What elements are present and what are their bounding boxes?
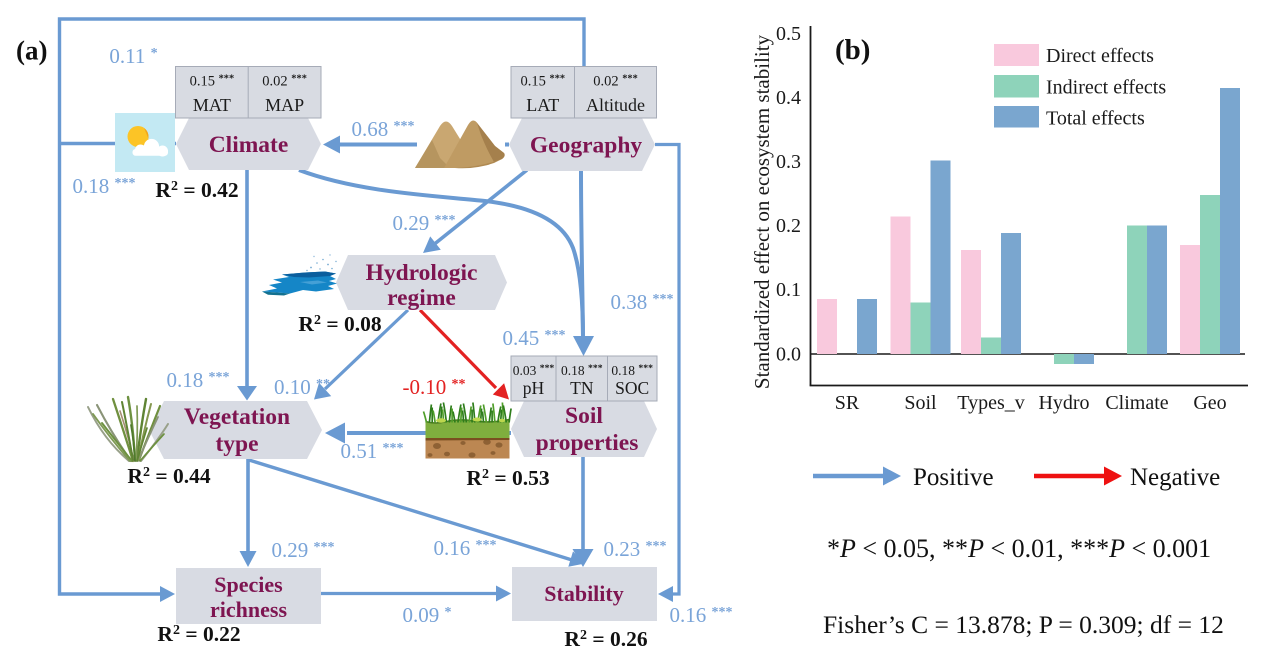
svg-text:SR: SR (835, 392, 860, 414)
svg-text:Geo: Geo (1193, 392, 1226, 414)
svg-text:MAT: MAT (193, 95, 231, 115)
svg-text:0.2: 0.2 (776, 215, 801, 237)
svg-text:*P < 0.05, **P < 0.01, ***P <: *P < 0.05, **P < 0.01, ***P < 0.001 (827, 534, 1211, 563)
svg-text:Fisher’s C = 13.878; P = 0.309: Fisher’s C = 13.878; P = 0.309; df = 12 (823, 610, 1224, 639)
svg-text:0.1: 0.1 (776, 279, 801, 301)
svg-text:SOC: SOC (615, 378, 649, 398)
svg-text:R2 = 0.08: R2 = 0.08 (298, 312, 381, 336)
svg-text:Standardized effect on ecosyst: Standardized effect on ecosystem stabili… (750, 34, 774, 389)
svg-text:0.4: 0.4 (776, 87, 801, 109)
svg-text:Soil: Soil (565, 403, 603, 429)
svg-text:R2 = 0.42: R2 = 0.42 (155, 178, 238, 202)
svg-text:Negative: Negative (1130, 464, 1220, 491)
svg-text:Soil: Soil (904, 392, 937, 414)
svg-text:R2 = 0.26: R2 = 0.26 (564, 627, 647, 651)
svg-text:type: type (215, 431, 258, 457)
svg-text:0.11 *: 0.11 * (109, 44, 157, 68)
svg-text:regime: regime (387, 285, 456, 311)
svg-text:Hydro: Hydro (1038, 392, 1089, 414)
svg-text:0.5: 0.5 (776, 23, 801, 45)
svg-text:Altitude: Altitude (586, 95, 645, 115)
svg-text:MAP: MAP (265, 95, 304, 115)
svg-text:(a): (a) (16, 36, 47, 66)
svg-text:Direct effects: Direct effects (1046, 45, 1154, 67)
svg-text:Total effects: Total effects (1046, 108, 1145, 130)
svg-text:Hydrologic: Hydrologic (366, 260, 478, 286)
svg-text:richness: richness (210, 597, 287, 622)
svg-text:R2 = 0.22: R2 = 0.22 (157, 622, 240, 646)
svg-text:0.16 ***: 0.16 *** (670, 603, 733, 627)
svg-text:(b): (b) (835, 34, 870, 66)
svg-text:0.09 *: 0.09 * (403, 603, 452, 627)
svg-text:0.0: 0.0 (776, 344, 801, 366)
svg-text:Geography: Geography (530, 133, 643, 159)
svg-text:TN: TN (570, 378, 594, 398)
svg-text:R2 = 0.53: R2 = 0.53 (466, 466, 549, 490)
svg-text:Types_v: Types_v (957, 392, 1024, 414)
svg-text:Vegetation: Vegetation (184, 404, 290, 430)
svg-text:properties: properties (536, 430, 639, 456)
svg-text:Species: Species (214, 572, 283, 597)
svg-text:Climate: Climate (1105, 392, 1168, 414)
svg-text:Climate: Climate (209, 132, 289, 158)
svg-text:0.51 ***: 0.51 *** (341, 439, 404, 463)
svg-text:pH: pH (523, 378, 545, 398)
svg-text:Stability: Stability (544, 581, 623, 606)
svg-text:0.38 ***: 0.38 *** (611, 290, 674, 314)
svg-text:Positive: Positive (913, 464, 994, 491)
svg-text:R2 = 0.44: R2 = 0.44 (127, 464, 210, 488)
svg-text:Indirect effects: Indirect effects (1046, 77, 1166, 99)
svg-text:LAT: LAT (526, 95, 559, 115)
svg-text:0.3: 0.3 (776, 151, 801, 173)
